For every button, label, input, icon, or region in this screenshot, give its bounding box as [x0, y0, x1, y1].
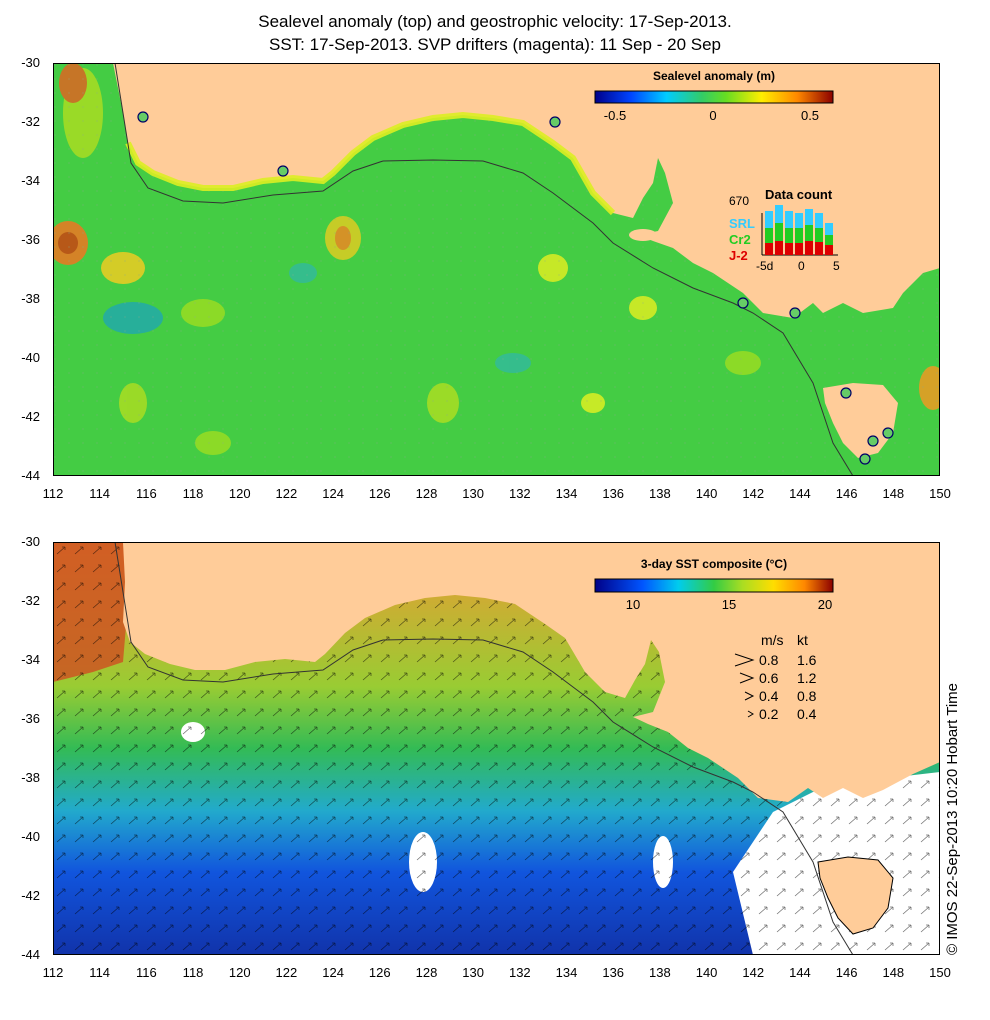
sealevel-colorbar [594, 90, 834, 104]
lat-label: -30 [21, 55, 40, 70]
velocity-legend-arrows [734, 653, 755, 718]
lon-label: 116 [135, 965, 157, 980]
australia-landmass [53, 63, 940, 318]
lon-label: 144 [789, 965, 811, 980]
lon-label: 130 [462, 486, 485, 501]
map-title-line2: SST: 17-Sep-2013. SVP drifters (magenta)… [268, 35, 721, 54]
data-count-sat-cr2: Cr2 [729, 232, 751, 247]
lon-label: 114 [89, 965, 111, 980]
sst-colorbar-title: 3-day SST composite (°C) [640, 557, 788, 571]
lat-label: -40 [21, 350, 40, 365]
lon-label: 132 [508, 965, 531, 980]
lat-label: -32 [21, 593, 40, 608]
lat-label: -42 [21, 409, 40, 424]
lat-label: -32 [21, 114, 40, 129]
lon-label: 134 [555, 486, 578, 501]
lat-label: -42 [21, 888, 40, 903]
lon-label: 120 [228, 965, 251, 980]
data-count-sat-j2: J-2 [729, 248, 748, 263]
lon-label: 146 [835, 965, 858, 980]
sst-map-canvas [53, 542, 940, 955]
lon-label: 122 [275, 965, 298, 980]
kangaroo-island [629, 229, 657, 241]
sst-tick-1: 15 [721, 597, 737, 612]
lat-label: -44 [21, 947, 40, 962]
lon-label: 140 [695, 965, 718, 980]
lon-label: 128 [415, 965, 438, 980]
lat-label: -38 [21, 770, 40, 785]
velocity-legend-ms-3: 0.2 [759, 706, 779, 722]
velocity-legend-ms-0: 0.8 [759, 652, 779, 668]
lon-label: 144 [789, 486, 811, 501]
map-title-line1: Sealevel anomaly (top) and geostrophic v… [258, 12, 732, 31]
copyright-stamp: © IMOS 22-Sep-2013 10:20 Hobart Time [944, 682, 961, 955]
velocity-legend-ms-1: 0.6 [759, 670, 779, 686]
lon-label: 134 [555, 965, 578, 980]
tasmania-landmass-sst [817, 856, 894, 935]
lon-label: 126 [368, 486, 391, 501]
data-count-max: 670 [729, 194, 750, 208]
lat-label: -38 [21, 291, 40, 306]
lon-label: 124 [322, 486, 344, 501]
lon-label: 122 [275, 486, 298, 501]
tasmania-landmass [823, 383, 898, 458]
lon-label: 112 [42, 486, 64, 501]
lon-label: 148 [882, 965, 905, 980]
velocity-legend-kt-1: 1.2 [797, 670, 817, 686]
lon-label: 146 [835, 486, 858, 501]
lon-label: 118 [182, 486, 204, 501]
lon-label: 112 [42, 965, 64, 980]
velocity-legend-kt-0: 1.6 [797, 652, 817, 668]
lon-label: 114 [89, 486, 111, 501]
lat-label: -36 [21, 232, 40, 247]
data-count-title: Data count [765, 187, 833, 202]
sealevel-tick-1: 0 [709, 108, 717, 123]
sst-tick-0: 10 [625, 597, 641, 612]
lon-label: 138 [649, 965, 671, 980]
lon-label: 136 [602, 486, 625, 501]
lon-label: 142 [742, 965, 765, 980]
sealevel-colorbar-title: Sealevel anomaly (m) [652, 69, 776, 83]
data-count-axis-mid: 0 [798, 259, 805, 273]
velocity-legend-kt-3: 0.4 [797, 706, 817, 722]
lon-label: 148 [882, 486, 905, 501]
lat-label: -36 [21, 711, 40, 726]
lat-label: -40 [21, 829, 40, 844]
data-count-sat-srl: SRL [729, 216, 755, 231]
velocity-legend-header-ms: m/s [761, 632, 784, 648]
sst-map: 3-day SST composite (°C) 10 15 20 m/s kt… [53, 542, 940, 955]
australia-landmass-sst [123, 542, 940, 802]
sst-colorbar [594, 578, 834, 593]
lon-label: 128 [415, 486, 438, 501]
lon-label: 126 [368, 965, 391, 980]
lon-label: 136 [602, 965, 625, 980]
lon-label: 140 [695, 486, 718, 501]
lon-label: 120 [228, 486, 251, 501]
tide-gauge-markers [137, 111, 894, 465]
lon-label: 142 [742, 486, 765, 501]
lat-label: -44 [21, 468, 40, 483]
velocity-legend-header-kt: kt [797, 632, 808, 648]
lon-label: 150 [929, 486, 951, 501]
lat-label: -34 [21, 652, 40, 667]
lon-label: 132 [508, 486, 531, 501]
data-count-histogram [761, 205, 838, 256]
data-count-axis-start: -5d [756, 259, 774, 273]
lat-label: -34 [21, 173, 40, 188]
lon-label: 124 [322, 965, 344, 980]
sealevel-tick-0: -0.5 [603, 108, 627, 123]
sealevel-map-canvas [53, 63, 940, 476]
velocity-legend-kt-2: 0.8 [797, 688, 817, 704]
lon-label: 118 [182, 965, 204, 980]
velocity-legend-ms-2: 0.4 [759, 688, 779, 704]
lon-label: 130 [462, 965, 485, 980]
lon-label: 138 [649, 486, 671, 501]
lon-label: 150 [929, 965, 951, 980]
sealevel-tick-2: 0.5 [800, 108, 820, 123]
lon-label: 116 [135, 486, 157, 501]
lat-label: -30 [21, 534, 40, 549]
sst-tick-2: 20 [817, 597, 833, 612]
data-count-axis-end: 5 [833, 259, 840, 273]
sealevel-anomaly-map: Sealevel anomaly (m) -0.5 0 0.5 Data cou… [53, 63, 940, 476]
